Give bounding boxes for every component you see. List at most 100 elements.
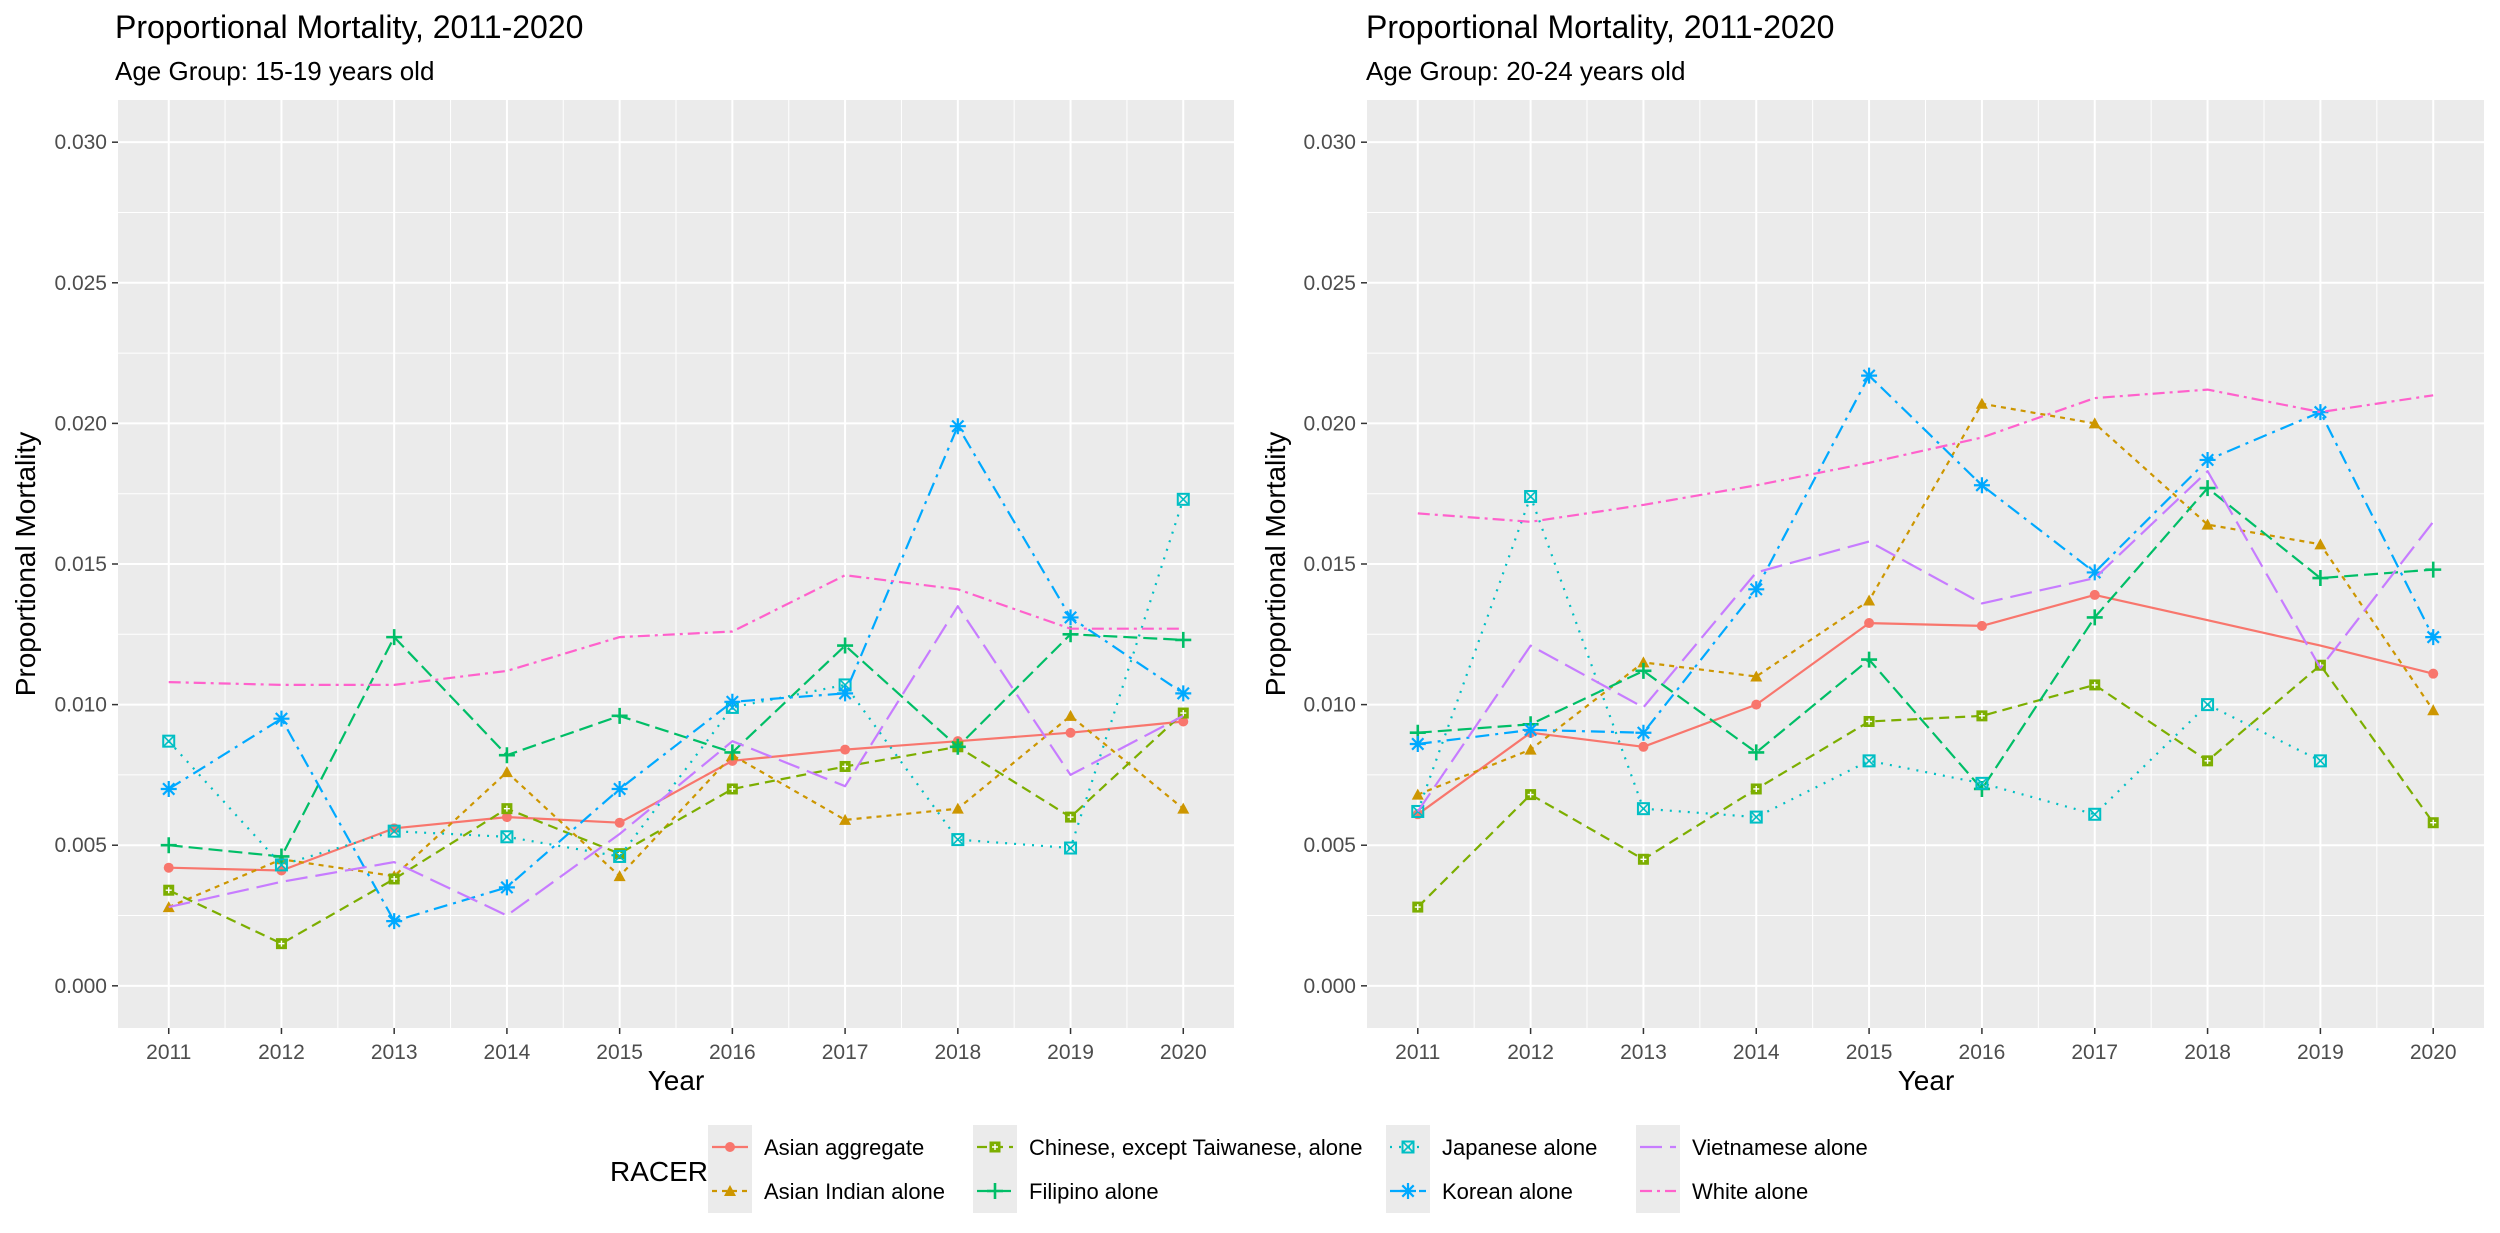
data-point (2425, 629, 2442, 646)
legend-items: Asian aggregate Asian Indian alone Chinese… (708, 1125, 1868, 1213)
legend-item-korean-alone: Korean alone (1386, 1169, 1573, 1213)
legend-marker (987, 1183, 1003, 1199)
data-point (501, 803, 513, 815)
data-point (839, 813, 852, 825)
data-point (1637, 656, 1650, 668)
gridlines (1367, 100, 2484, 1028)
x-tick-label: 2020 (1160, 1041, 1207, 1064)
data-point (1976, 710, 1988, 722)
x-tick-label: 2020 (2410, 1041, 2457, 1064)
legend-marker (725, 1142, 735, 1152)
legend-item-chinese-except-taiwanese-alone: Chinese, except Taiwanese, alone (973, 1125, 1362, 1169)
panel-15-19: Proportional Mortality, 2011-2020 Age Gr… (10, 9, 1234, 1096)
series-layer (1409, 367, 2442, 913)
data-point (2201, 698, 2215, 712)
y-axis-ticks: 0.000 0.005 0.010 0.015 0.020 0.025 0.030 (54, 131, 118, 998)
x-tick-label: 2013 (1620, 1041, 1667, 1064)
legend-item-filipino-alone: Filipino alone (973, 1169, 1159, 1213)
series-asian-aggregate (1412, 589, 2439, 820)
data-point (388, 873, 400, 885)
data-point (1975, 776, 1989, 790)
data-point (2088, 807, 2102, 821)
data-point (273, 848, 290, 865)
data-point (2425, 561, 2442, 578)
series-line (167, 498, 1185, 866)
legend-label: White alone (1692, 1179, 1808, 1204)
x-tick-label: 2015 (596, 1041, 643, 1064)
data-point (613, 849, 627, 863)
series-line (168, 720, 1184, 872)
data-point (1861, 367, 1878, 384)
data-point (2427, 817, 2439, 829)
x-tick-label: 2014 (1733, 1041, 1780, 1064)
x-tick-label: 2014 (484, 1041, 531, 1064)
data-point (1177, 707, 1189, 719)
data-point (386, 629, 403, 646)
y-tick-label: 0.005 (1303, 834, 1356, 857)
data-point (1412, 901, 1424, 913)
data-point (2314, 538, 2327, 550)
data-point (1863, 715, 1875, 727)
legend-item-asian-indian-alone: Asian Indian alone (708, 1169, 945, 1213)
data-point (614, 817, 625, 828)
x-tick-label: 2012 (258, 1041, 305, 1064)
y-axis-ticks: 0.000 0.005 0.010 0.015 0.020 0.025 0.030 (1303, 131, 1367, 998)
data-point (2199, 451, 2216, 468)
series-korean-alone (160, 418, 1192, 930)
data-point (1748, 581, 1765, 598)
y-axis-label: Proportional Mortality (10, 432, 41, 697)
data-point (2313, 754, 2327, 768)
data-point (1525, 789, 1537, 801)
data-point (501, 812, 512, 823)
data-point (839, 760, 851, 772)
data-point (160, 837, 177, 854)
data-point (498, 879, 515, 896)
y-tick-label: 0.020 (54, 412, 107, 435)
y-tick-label: 0.010 (1303, 694, 1356, 717)
data-point (2201, 518, 2214, 530)
series-layer (160, 418, 1192, 950)
chart-subtitle: Age Group: 15-19 years old (115, 56, 434, 86)
legend-item-asian-aggregate: Asian aggregate (708, 1125, 924, 1169)
legend-marker (1401, 1140, 1415, 1154)
legend-title: RACER (610, 1156, 708, 1187)
data-point (1064, 709, 1077, 721)
legend-label: Filipino alone (1029, 1179, 1159, 1204)
data-point (1635, 724, 1652, 741)
legend-marker (724, 1185, 736, 1196)
chart-subtitle: Age Group: 20-24 years old (1366, 56, 1685, 86)
legend-marker (989, 1141, 1001, 1153)
y-tick-label: 0.005 (54, 834, 107, 857)
data-point (949, 738, 966, 755)
x-tick-label: 2016 (1959, 1041, 2006, 1064)
y-axis-label: Proportional Mortality (1260, 432, 1291, 697)
legend: RACER Asian aggregate Asian Indian alone C… (610, 1125, 1868, 1213)
data-point (1062, 609, 1079, 626)
data-point (1973, 477, 1990, 494)
data-point (1635, 662, 1652, 679)
data-point (1178, 716, 1189, 727)
data-point (1751, 699, 1762, 710)
gridlines (118, 100, 1234, 1028)
data-point (2202, 755, 2214, 767)
data-point (1750, 783, 1762, 795)
series-line (1417, 487, 2434, 791)
data-point (498, 747, 515, 764)
data-point (2086, 564, 2103, 581)
y-tick-label: 0.015 (1303, 553, 1356, 576)
data-point (1524, 743, 1537, 755)
y-tick-label: 0.030 (1303, 131, 1356, 154)
x-axis-label: Year (648, 1065, 705, 1096)
series-line (168, 574, 1184, 686)
data-point (273, 710, 290, 727)
data-point (387, 824, 401, 838)
legend-item-vietnamese-alone: Vietnamese alone (1636, 1125, 1868, 1169)
x-tick-label: 2012 (1507, 1041, 1554, 1064)
y-tick-label: 0.010 (54, 694, 107, 717)
data-point (1864, 618, 1875, 629)
data-point (2427, 704, 2440, 716)
data-point (1522, 721, 1539, 738)
data-point (163, 862, 174, 873)
series-line (168, 633, 1184, 858)
